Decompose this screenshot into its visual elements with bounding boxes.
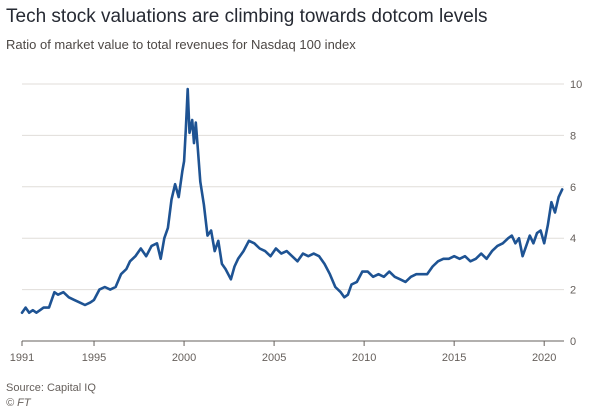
x-tick-label-1995: 1995 [82,352,106,364]
y-tick-label-0: 0 [570,336,576,348]
chart-title: Tech stock valuations are climbing towar… [6,6,488,27]
x-tick-label-2005: 2005 [262,352,286,364]
y-tick-label-8: 8 [570,130,576,142]
chart-subtitle: Ratio of market value to total revenues … [6,37,356,52]
y-tick-label-4: 4 [570,233,576,245]
y-tick-label-10: 10 [570,79,582,91]
series-line-0 [20,87,564,315]
x-tick-label-2020: 2020 [532,352,556,364]
y-tick-label-2: 2 [570,285,576,297]
x-tick-label-1991: 1991 [10,352,34,364]
y-tick-label-6: 6 [570,182,576,194]
source-note: Source: Capital IQ [6,382,96,394]
x-tick-label-2000: 2000 [172,352,196,364]
x-tick-label-2010: 2010 [352,352,376,364]
x-tick-label-2015: 2015 [442,352,466,364]
credit-note: © FT [6,397,31,409]
